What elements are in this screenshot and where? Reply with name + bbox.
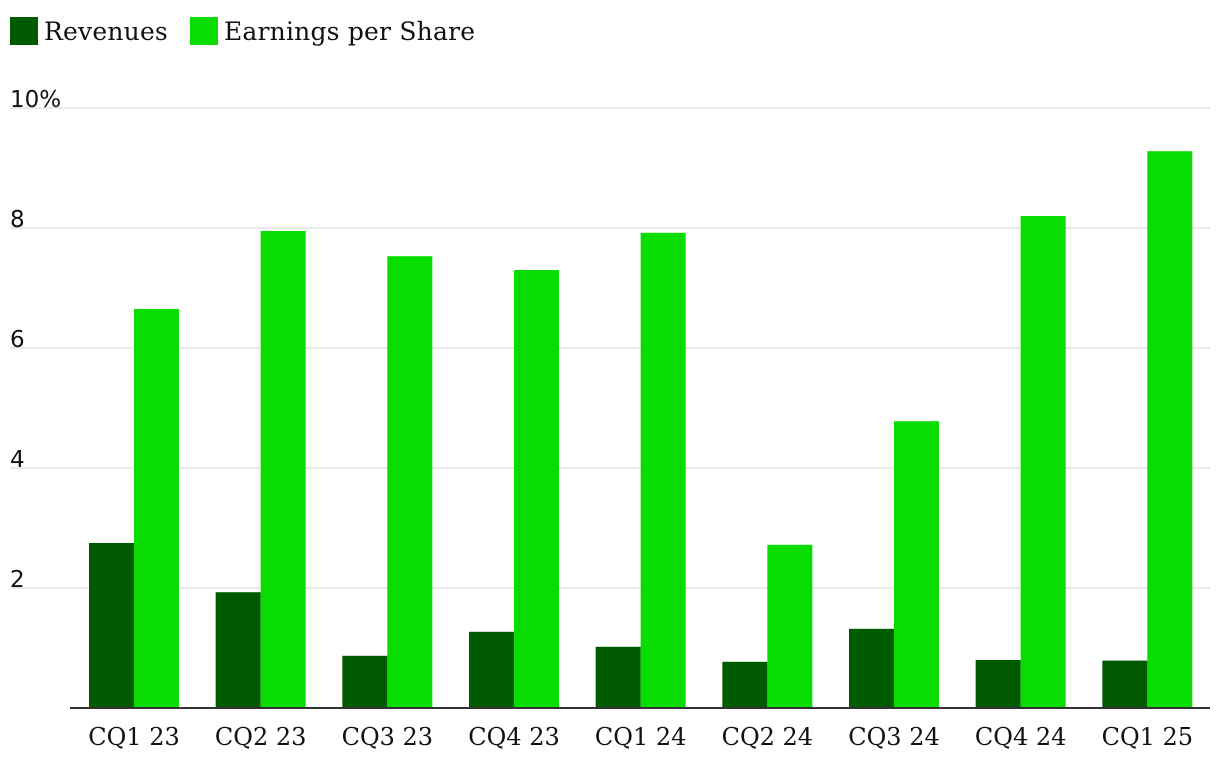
bar-revenues	[342, 655, 388, 708]
bar-earnings-per-share	[640, 232, 686, 709]
x-tick-label: CQ4 23	[468, 723, 559, 751]
x-tick-label: CQ4 24	[975, 723, 1066, 751]
x-tick-label: CQ1 24	[595, 723, 686, 751]
bars	[89, 151, 1193, 709]
legend-item-earnings-per-share: Earnings per Share	[189, 16, 476, 46]
bar-earnings-per-share	[514, 270, 559, 708]
bar-earnings-per-share	[134, 309, 179, 708]
x-tick-label: CQ1 23	[88, 723, 179, 751]
bar-revenues	[975, 660, 1021, 708]
x-tick-label: CQ1 25	[1102, 723, 1193, 751]
bar-earnings-per-share	[1147, 151, 1193, 708]
x-tick-label: CQ2 23	[215, 723, 306, 751]
legend-swatch-earnings-per-share	[189, 17, 218, 45]
bar-revenues	[215, 592, 261, 708]
bar-revenues	[469, 631, 514, 708]
bar-revenues	[595, 646, 641, 708]
bar-earnings-per-share	[894, 421, 939, 708]
x-axis-ticks: CQ1 23 CQ2 23 CQ3 23 CQ4 23 CQ1 24 CQ2 24 CQ3 …	[88, 723, 1193, 751]
chart-legend: Revenues Earnings per Share	[10, 14, 475, 48]
legend-label-revenues: Revenues	[44, 16, 168, 46]
y-tick-label: 8	[10, 207, 25, 233]
gridlines	[10, 107, 1210, 589]
y-tick-label: 4	[10, 447, 25, 473]
y-axis-ticks: 2 4 6 8 10%	[10, 87, 61, 593]
legend-item-revenues: Revenues	[10, 17, 168, 46]
y-tick-label: 6	[10, 327, 25, 353]
x-tick-label: CQ3 24	[848, 723, 939, 751]
bar-earnings-per-share	[387, 256, 433, 708]
bar-earnings-per-share	[1020, 216, 1066, 708]
bar-revenues	[89, 543, 134, 708]
legend-label-earnings-per-share: Earnings per Share	[223, 16, 476, 46]
bar-earnings-per-share	[767, 544, 813, 708]
x-tick-label: CQ3 23	[342, 723, 433, 751]
y-tick-label: 10%	[10, 87, 61, 113]
legend-swatch-revenues	[10, 17, 38, 45]
bar-revenues	[722, 661, 768, 708]
x-tick-label: CQ2 24	[722, 723, 813, 751]
bar-revenues	[1102, 660, 1148, 708]
bar-earnings-per-share	[260, 231, 306, 708]
y-tick-label: 2	[10, 567, 25, 593]
bar-revenues	[849, 628, 894, 708]
